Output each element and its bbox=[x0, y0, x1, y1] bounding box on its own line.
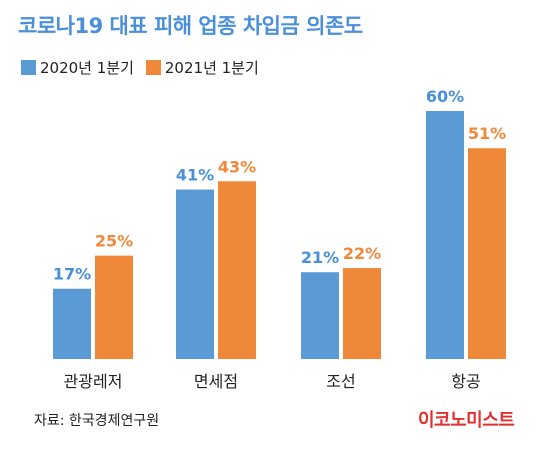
bar-1-1 bbox=[53, 288, 91, 359]
legend-label-series-1: 2020년 1분기 bbox=[40, 59, 134, 77]
legend-label-series-2: 2021년 1분기 bbox=[164, 59, 259, 77]
category-label-3: 조선 bbox=[326, 372, 355, 391]
legend-item-series-2: 2021년 1분기 bbox=[145, 57, 259, 78]
data-label-2-2: 43% bbox=[218, 157, 256, 176]
brand-logo: 이코노미스트 bbox=[418, 410, 515, 431]
data-label-1-4: 60% bbox=[426, 87, 464, 106]
legend: 2020년 1분기 2021년 1분기 bbox=[21, 57, 271, 78]
category-label-1: 관광레저 bbox=[64, 372, 123, 391]
source-note: 자료: 한국경제연구원 bbox=[34, 413, 160, 429]
legend-swatch-series-1 bbox=[21, 60, 36, 75]
bar-2-1 bbox=[95, 255, 133, 359]
data-label-1-3: 21% bbox=[301, 248, 339, 267]
category-label-2: 면세점 bbox=[194, 372, 238, 391]
data-label-1-2: 41% bbox=[176, 166, 214, 185]
legend-swatch-series-2 bbox=[145, 60, 161, 75]
bar-1-2 bbox=[176, 189, 214, 359]
legend-item-series-1: 2020년 1분기 bbox=[21, 57, 134, 78]
bar-2-3 bbox=[343, 268, 381, 359]
data-label-1-1: 17% bbox=[53, 265, 91, 284]
bar-2-4 bbox=[468, 148, 506, 359]
data-label-2-4: 51% bbox=[468, 124, 506, 143]
bar-1-4 bbox=[426, 111, 464, 359]
bar-2-2 bbox=[218, 181, 256, 359]
chart-title: 코로나19 대표 피해 업종 차입금 의존도 bbox=[18, 14, 363, 38]
bar-1-3 bbox=[301, 272, 339, 359]
data-label-2-1: 25% bbox=[95, 232, 133, 251]
category-label-4: 항공 bbox=[451, 372, 480, 391]
data-label-2-3: 22% bbox=[343, 244, 381, 263]
